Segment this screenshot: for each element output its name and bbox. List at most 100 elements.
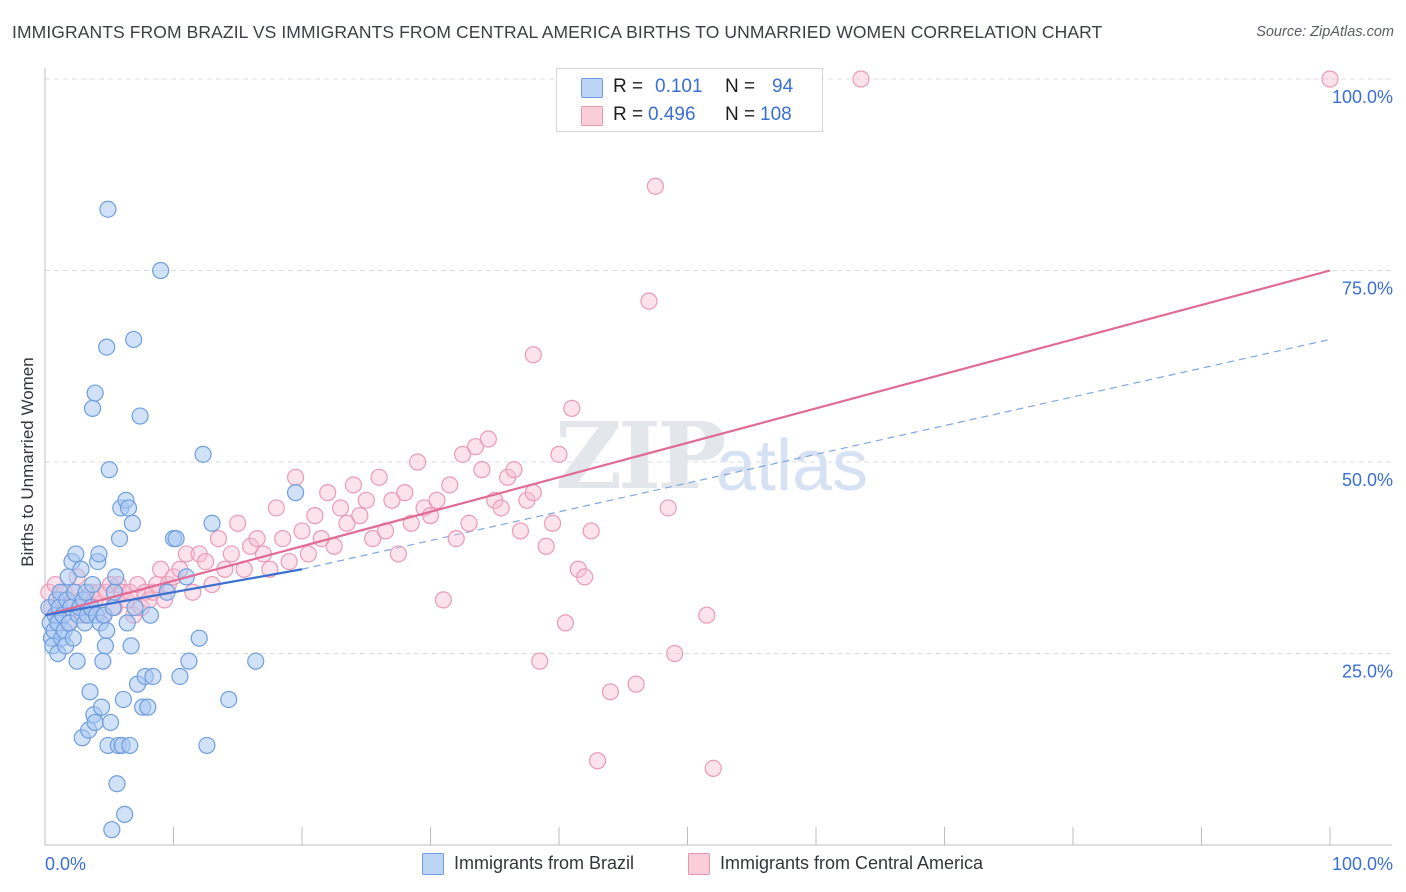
bottom-legend-label-central-america: Immigrants from Central America [720,853,984,873]
legend-row-brazil: R = 0.101 N = 94 [557,73,822,101]
point-brazil [194,445,212,463]
y-axis-title: Births to Unmarried Women [18,357,37,566]
point-central-america [402,514,420,532]
point-brazil [144,667,162,686]
point-central-america [229,514,247,532]
point-brazil [94,652,112,670]
bottom-legend-label-brazil: Immigrants from Brazil [454,853,635,873]
point-brazil [139,698,157,716]
point-central-america [698,606,716,624]
point-central-america [434,591,452,609]
point-brazil [83,575,102,594]
tick-labels: 25.0% 50.0% 75.0% 100.0% 0.0% 100.0% Births to… [18,87,1393,874]
legend-swatch-central-america [581,106,603,126]
point-central-america [537,537,555,555]
point-central-america [222,545,240,563]
point-brazil [247,652,265,670]
point-central-america [184,583,202,601]
point-brazil [286,484,305,502]
source-credit: Source: ZipAtlas.com [1256,24,1394,40]
point-brazil [92,698,111,716]
point-central-america [364,529,382,548]
point-central-america [299,545,318,563]
trendline-brazil-extended [301,338,1331,570]
point-brazil [100,461,118,479]
point-brazil [96,637,114,655]
y-tick-label: 100.0% [1332,87,1393,107]
point-central-america [454,445,472,463]
point-central-america [383,491,401,509]
point-brazil [108,775,126,793]
legend-n-label: N = [725,76,756,97]
point-central-america [511,522,530,540]
point-central-america [543,514,562,532]
point-brazil [220,690,238,709]
point-central-america [1321,70,1339,88]
point-brazil [86,384,104,402]
point-central-america [473,461,491,479]
point-central-america [209,529,228,548]
point-central-america [627,675,645,693]
point-central-america [152,560,170,578]
point-central-america [505,461,523,479]
point-central-america [852,70,870,88]
point-brazil [83,399,102,417]
point-brazil [90,545,108,563]
legend-row-central-america: R = 0.496 N = 108 [557,101,822,129]
point-central-america [319,484,337,502]
point-central-america [274,529,292,548]
point-central-america [479,430,497,448]
point-brazil [152,261,170,280]
point-brazil [180,652,198,670]
point-central-america [306,507,324,525]
x-tick-label-min: 0.0% [45,854,86,874]
point-brazil [114,690,132,709]
point-brazil [116,805,134,823]
trend-lines [301,338,1331,570]
point-central-america [524,346,542,364]
point-central-america [563,399,581,417]
legend-n-value-central-america: 108 [760,104,792,125]
point-central-america [466,438,485,456]
point-central-america [582,522,600,540]
point-brazil [99,200,117,218]
point-central-america [492,499,510,517]
legend-n-value-brazil: 94 [772,76,794,97]
point-central-america [531,652,549,670]
bottom-legend-swatch-brazil [422,853,444,875]
chart-title: IMMIGRANTS FROM BRAZIL VS IMMIGRANTS FRO… [12,22,1103,42]
point-central-america [357,491,375,509]
point-brazil [98,338,116,356]
point-brazil [123,514,141,532]
point-central-america [325,537,343,555]
legend-r-value-central-america: 0.496 [648,104,696,125]
point-central-america [280,552,298,571]
axes [44,68,1392,846]
point-brazil [118,614,136,632]
point-central-america [576,568,594,586]
point-brazil [98,621,116,640]
point-brazil [86,713,104,732]
point-brazil [167,529,185,548]
point-central-america [331,499,350,517]
y-tick-label: 75.0% [1342,279,1393,299]
point-brazil [171,667,189,686]
point-brazil [72,560,90,578]
y-tick-label: 50.0% [1342,470,1393,490]
point-central-america [286,468,305,486]
point-central-america [640,292,658,310]
point-brazil [122,637,140,655]
point-brazil [190,629,208,647]
point-brazil [101,713,120,732]
point-brazil [110,529,129,548]
point-central-america [659,499,677,517]
point-brazil [64,629,82,647]
legend-r-label: R = [613,104,644,125]
legend-n-label: N = [725,104,756,125]
point-brazil [68,652,86,670]
data-points [40,70,1339,839]
point-brazil [107,568,125,586]
point-central-america [409,453,427,471]
point-central-america [248,529,266,548]
point-brazil [141,606,159,624]
